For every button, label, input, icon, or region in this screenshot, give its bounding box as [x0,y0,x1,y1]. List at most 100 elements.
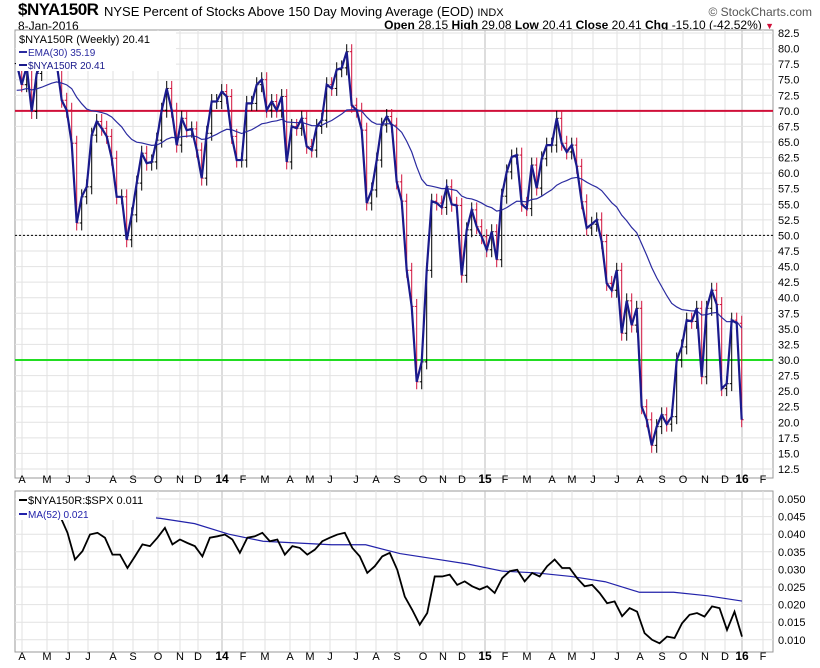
ratio-line [59,515,743,645]
x-tick-label: J [590,474,596,486]
y-tick-label: 57.5 [778,184,799,196]
x-tick-label: A [109,474,117,486]
y-tick-label: 0.050 [778,494,806,506]
chg-value: -15.10 (-42.52%) [671,18,762,32]
symbol-title: $NYA150R [18,0,99,19]
y-tick-label: 37.5 [778,308,799,320]
y-tick-label: 0.020 [778,600,806,612]
x-tick-label: J [85,651,91,663]
x-tick-label: A [548,474,556,486]
x-tick-label: M [567,474,576,486]
price-line [15,51,743,446]
y-tick-label: 35.0 [778,324,799,336]
x-tick-label: A [636,651,644,663]
x-tick-label: D [721,651,729,663]
low-label: Low [514,18,539,32]
x-tick-label: F [760,651,767,663]
y-tick-label: 72.5 [778,90,799,102]
y-tick-label: 15.0 [778,448,799,460]
close-value: 20.41 [611,18,642,32]
x-tick-label: D [194,651,202,663]
x-tick-label: M [305,474,314,486]
y-tick-label: 0.015 [778,617,806,629]
x-tick-label: M [260,651,269,663]
x-tick-label: D [721,474,729,486]
description-text: NYSE Percent of Stocks Above 150 Day Mov… [104,4,474,19]
x-tick-label: S [129,474,136,486]
legend-close: $NYA150R 20.41 [28,61,106,72]
x-tick-label: 15 [478,472,492,486]
y-tick-label: 52.5 [778,215,799,227]
legend-ma: MA(52) 0.021 [28,510,89,521]
x-tick-label: O [154,474,163,486]
y-tick-label: 0.035 [778,547,806,559]
x-tick-label: F [240,651,247,663]
stockcharts-brand[interactable]: © StockCharts.com [708,5,812,19]
y-tick-label: 17.5 [778,433,799,445]
legend-price: $NYA150R (Weekly) 20.41 [19,34,150,46]
x-tick-label: F [502,651,509,663]
y-tick-label: 25.0 [778,386,799,398]
legend-ratio: $NYA150R:$SPX 0.011 [28,495,143,507]
x-tick-label: J [590,651,596,663]
y-tick-label: 0.045 [778,512,806,524]
symbol-description: NYSE Percent of Stocks Above 150 Day Mov… [104,4,504,21]
x-tick-label: J [614,651,620,663]
y-tick-label: 47.5 [778,246,799,258]
x-tick-label: M [42,651,51,663]
y-tick-label: 42.5 [778,277,799,289]
ohlc-readout: Open 28.15 High 29.08 Low 20.41 Close 20… [384,19,774,33]
x-tick-label: F [502,474,509,486]
y-tick-label: 0.040 [778,529,806,541]
x-tick-label: N [176,474,184,486]
x-tick-label: A [548,651,556,663]
y-tick-label: 0.030 [778,564,806,576]
chg-label: Chg [645,18,669,32]
low-value: 20.41 [542,18,573,32]
x-tick-label: S [393,474,400,486]
x-tick-label: 14 [215,472,229,486]
x-tick-label: J [65,651,71,663]
x-tick-label: D [458,651,466,663]
y-tick-label: 12.5 [778,464,799,476]
x-tick-label: 15 [478,649,492,663]
x-tick-label: O [419,651,428,663]
y-tick-label: 45.0 [778,262,799,274]
high-value: 29.08 [481,18,512,32]
x-tick-label: N [701,474,709,486]
y-tick-label: 32.5 [778,339,799,351]
x-tick-label: A [372,651,380,663]
x-tick-label: M [260,474,269,486]
y-tick-label: 80.0 [778,44,799,56]
x-tick-label: J [85,474,91,486]
y-tick-label: 65.0 [778,137,799,149]
x-tick-label: S [658,474,665,486]
y-tick-label: 55.0 [778,199,799,211]
x-tick-label: 16 [735,649,749,663]
x-tick-label: S [658,651,665,663]
x-tick-label: J [327,651,333,663]
y-tick-label: 75.0 [778,75,799,87]
y-tick-label: 60.0 [778,168,799,180]
y-tick-label: 50.0 [778,230,799,242]
down-arrow-icon: ▼ [765,21,774,31]
x-tick-label: S [129,651,136,663]
y-tick-label: 82.5 [778,28,799,40]
panel-frame-0 [14,29,774,479]
y-tick-label: 22.5 [778,402,799,414]
x-tick-label: J [353,474,359,486]
x-tick-label: F [760,474,767,486]
legend-bg [16,492,156,520]
y-tick-label: 70.0 [778,106,799,118]
x-tick-label: N [176,651,184,663]
x-tick-label: M [305,651,314,663]
x-tick-label: S [393,651,400,663]
ema-line [16,81,743,329]
exchange-label: INDX [477,7,504,19]
x-tick-label: J [353,651,359,663]
y-tick-label: 77.5 [778,59,799,71]
x-tick-label: M [522,474,531,486]
x-tick-label: 16 [735,472,749,486]
